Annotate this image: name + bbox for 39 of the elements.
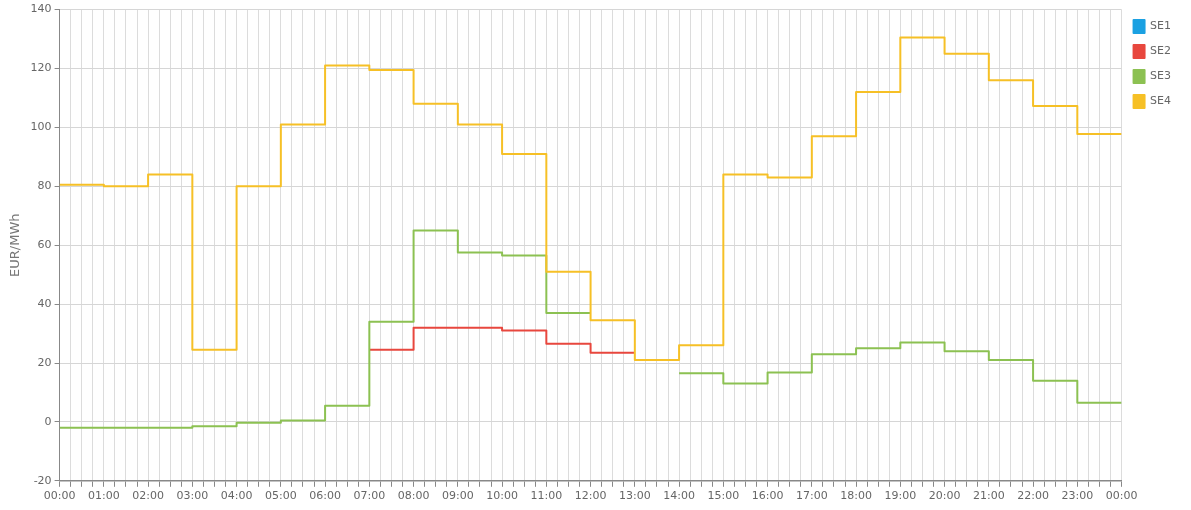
legend-label: SE1 [1150,19,1172,33]
y-tick-label: 120 [30,61,52,75]
x-tick-label: 14:00 [663,489,695,503]
y-tick-label: 140 [30,2,52,16]
x-tick-label: 03:00 [176,489,209,503]
x-tick-label: 15:00 [707,489,740,503]
x-tick-label: 02:00 [132,489,164,503]
y-tick-label: 0 [44,414,52,428]
x-tick-label: 20:00 [928,489,961,503]
legend-label: SE2 [1150,44,1172,58]
x-tick-label: 08:00 [397,489,430,503]
y-axis-title: EUR/MWh [7,213,23,277]
x-tick-label: 09:00 [441,489,474,503]
y-tick-label: -20 [33,473,52,487]
legend-label: SE3 [1150,69,1172,83]
x-tick-label: 19:00 [884,489,917,503]
y-tick-label: 100 [30,120,52,134]
y-tick-label: 60 [37,238,52,252]
x-tick-label: 00:00 [43,489,76,503]
x-tick-label: 05:00 [264,489,297,503]
y-tick-label: 40 [37,296,52,310]
x-tick-label: 17:00 [795,489,828,503]
x-tick-label: 07:00 [353,489,386,503]
x-tick-label: 01:00 [87,489,120,503]
y-tick-label: 20 [37,355,52,369]
legend-label: SE4 [1150,94,1172,108]
x-tick-label: 23:00 [1061,489,1094,503]
y-tick-label: 80 [37,179,52,193]
x-tick-label: 06:00 [309,489,341,503]
x-tick-label: 00:00 [1105,489,1138,503]
x-tick-label: 22:00 [1017,489,1049,503]
x-tick-label: 18:00 [840,489,872,503]
x-tick-label: 16:00 [751,489,784,503]
x-tick-label: 11:00 [530,489,563,503]
x-tick-label: 04:00 [220,489,253,503]
x-tick-label: 10:00 [486,489,518,503]
x-tick-label: 13:00 [618,489,651,503]
x-tick-label: 21:00 [972,489,1005,503]
x-tick-label: 12:00 [574,489,607,503]
